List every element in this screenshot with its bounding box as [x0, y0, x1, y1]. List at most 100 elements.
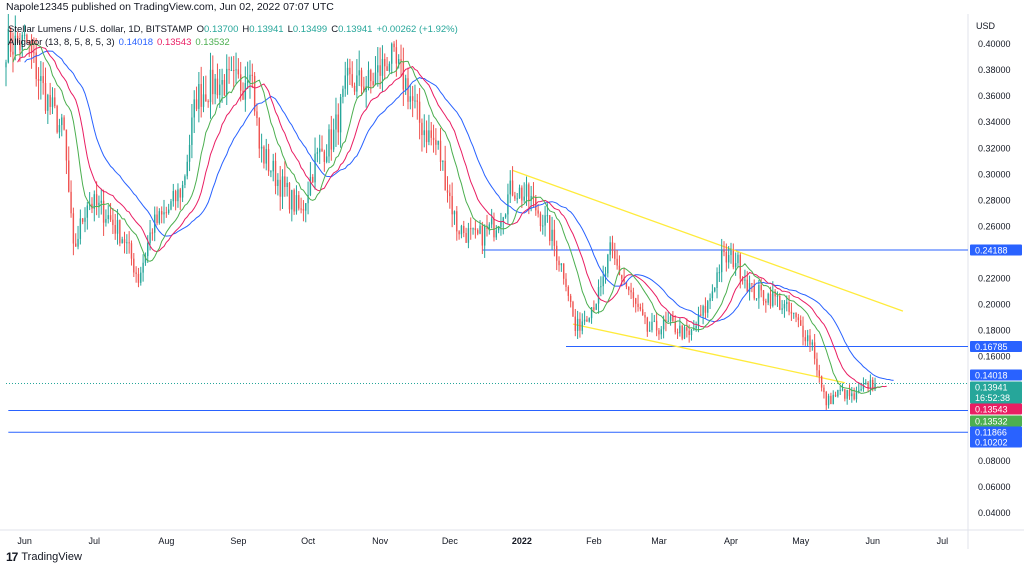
tradingview-branding[interactable]: 17 TradingView [6, 549, 82, 565]
candle-body [398, 59, 400, 64]
candle-body [202, 94, 205, 107]
candle-body [641, 309, 644, 315]
candle-body [528, 184, 530, 201]
candle-body [507, 194, 509, 215]
candle-body [205, 94, 207, 102]
candle-body [221, 79, 223, 85]
candle-body [797, 317, 800, 321]
candle-body [33, 52, 35, 54]
candle-body [839, 389, 841, 391]
candle-body [158, 211, 161, 224]
candle-body [774, 291, 776, 297]
candle-body [133, 258, 135, 273]
y-tick-label: 0.34000 [978, 117, 1011, 127]
candle-body [481, 225, 484, 246]
candle-body [834, 394, 837, 397]
candle-body [583, 319, 586, 322]
candle-body [239, 74, 242, 91]
candle-body [470, 228, 472, 230]
y-tick-label: 0.18000 [978, 326, 1011, 336]
candle-body [635, 298, 637, 304]
candle-body [281, 176, 284, 197]
candle-body [54, 97, 56, 107]
y-tick-label: 0.28000 [978, 195, 1011, 205]
candle-body [47, 95, 49, 111]
candle-body [579, 318, 581, 331]
candle-body [544, 215, 546, 226]
x-tick-label: Jun [865, 536, 880, 546]
candle-body [683, 327, 686, 339]
candle-body [614, 250, 616, 259]
candle-body [151, 232, 154, 234]
candle-body [679, 325, 681, 334]
candle-body [35, 52, 37, 80]
candle-body [851, 393, 853, 397]
candlestick-chart[interactable]: 0.40000 0.38000 0.36000 0.34000 0.32000 0.300… [0, 14, 1024, 549]
candle-body [198, 84, 200, 109]
candle-body [149, 232, 151, 244]
candle-body [156, 214, 158, 224]
legend-symbol: Stellar Lumens / U.S. dollar, 1D, BITSTA… [8, 24, 458, 35]
candle-body [741, 278, 744, 281]
candle-body [332, 129, 335, 150]
candle-body [144, 256, 147, 263]
candle-body [100, 200, 102, 203]
candle-body [284, 176, 286, 188]
candle-body [516, 198, 518, 200]
candle-body [102, 200, 105, 223]
alligator-jaw-line [24, 50, 894, 381]
candle-body [449, 192, 451, 197]
candle-body [191, 117, 193, 145]
candle-body [556, 245, 558, 261]
candle-body [321, 148, 323, 152]
candle-body [572, 301, 574, 317]
candle-body [553, 229, 556, 246]
y-tick-label: 0.08000 [978, 456, 1011, 466]
candle-body [360, 70, 363, 87]
candle-body [637, 303, 639, 308]
candle-body [16, 35, 19, 43]
candle-body [344, 75, 346, 89]
candle-body [674, 320, 676, 333]
candle-body [853, 393, 855, 400]
candle-body [511, 180, 514, 196]
candle-body [316, 152, 319, 154]
candle-body [335, 114, 337, 130]
candle-body [542, 225, 544, 227]
candle-body [68, 160, 70, 192]
candle-body [667, 320, 669, 322]
candle-body [593, 307, 595, 310]
candle-body [337, 114, 339, 133]
candle-body [346, 67, 349, 76]
candle-body [569, 295, 572, 302]
candle-body [325, 156, 328, 162]
candle-body [442, 160, 444, 162]
currency-label: USD [976, 21, 996, 31]
candle-body [590, 307, 593, 319]
candle-body [302, 208, 305, 211]
candle-body [732, 250, 735, 268]
candle-body [379, 65, 381, 76]
candle-body [806, 335, 809, 342]
candle-body [820, 376, 823, 388]
candle-body [430, 130, 432, 138]
tradingview-brand: TradingView [21, 551, 82, 563]
candle-body [576, 318, 579, 331]
candles [5, 14, 876, 410]
price-tag-box [970, 436, 1022, 448]
candle-body [546, 215, 549, 217]
candle-body [98, 202, 100, 206]
candle-body [783, 303, 786, 309]
candle-body [816, 358, 818, 371]
x-tick-label: May [792, 536, 810, 546]
candle-body [830, 395, 832, 404]
price-tag-label: 0.16785 [975, 342, 1008, 352]
x-tick-label: Jul [937, 536, 949, 546]
time-axis[interactable]: Jun Jul Aug Sep Oct Nov Dec 2022 Feb Mar Apr May Jun… [17, 536, 948, 546]
trend-line [572, 323, 845, 384]
candle-body [425, 130, 428, 143]
candle-body [58, 125, 61, 133]
candle-body [318, 148, 321, 153]
candle-body [681, 325, 683, 339]
